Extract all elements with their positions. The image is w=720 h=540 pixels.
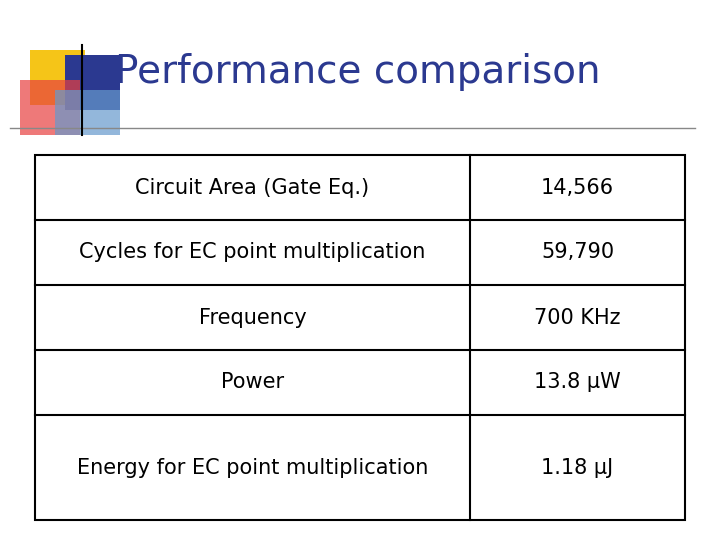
Text: Frequency: Frequency	[199, 307, 307, 327]
Text: Energy for EC point multiplication: Energy for EC point multiplication	[77, 457, 428, 477]
Text: Cycles for EC point multiplication: Cycles for EC point multiplication	[79, 242, 426, 262]
Text: Power: Power	[221, 373, 284, 393]
Bar	[20, 80, 80, 135]
Text: 59,790: 59,790	[541, 242, 614, 262]
Text: 700 KHz: 700 KHz	[534, 307, 621, 327]
Text: 14,566: 14,566	[541, 178, 614, 198]
Text: Performance comparison: Performance comparison	[115, 53, 600, 91]
Bar	[55, 90, 120, 135]
Text: 1.18 μJ: 1.18 μJ	[541, 457, 613, 477]
Bar	[35, 155, 685, 520]
Text: 13.8 μW: 13.8 μW	[534, 373, 621, 393]
Bar	[30, 50, 85, 105]
Bar	[65, 55, 120, 110]
Text: Circuit Area (Gate Eq.): Circuit Area (Gate Eq.)	[135, 178, 369, 198]
